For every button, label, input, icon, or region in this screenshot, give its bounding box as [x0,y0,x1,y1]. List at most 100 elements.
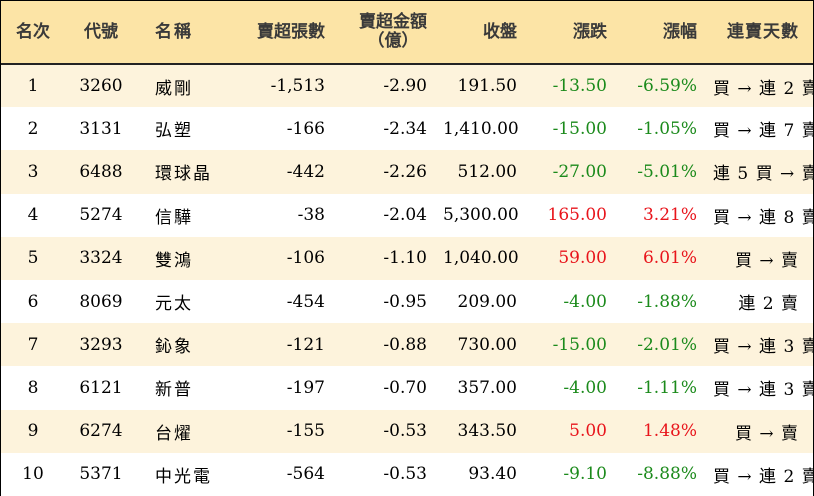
net-sell-amount-cell: -0.88 [383,334,427,355]
net-sell-lots-cell: -38 [297,205,325,226]
change-pct-cell: 3.21% [642,205,697,226]
close-cell: 343.50 [457,421,517,442]
net-sell-amount-cell: -2.04 [383,205,427,226]
header-change: 漲跌 [525,1,615,65]
name-cell: 弘塑 [155,121,193,142]
table-row: 4 5274 信驊 -38 -2.04 5,300.00 165.00 3.21% 買 → 連 … [1,193,813,237]
code-cell: 3293 [79,334,123,355]
rank-cell: 3 [27,161,39,182]
streak-cell: 買 → 連 3 賣 [713,337,813,358]
streak-cell: 連 2 賣 [738,294,799,315]
net-sell-amount-cell: -0.53 [383,464,427,485]
header-streak: 連賣天數 [705,1,813,65]
name-cell: 台燿 [155,423,193,444]
change-pct-cell: -6.59% [637,76,697,97]
net-sell-amount-cell: -2.34 [383,118,427,139]
rank-cell: 1 [27,76,39,97]
table-header: 名次 代號 名稱 賣超張數 賣超金額 （億） 收盤 漲跌 漲幅 連賣天數 [1,1,813,65]
change-pct-cell: -1.88% [637,291,697,312]
table-row: 3 6488 環球晶 -442 -2.26 512.00 -27.00 -5.01% 連 5 買… [1,150,813,194]
table-row: 7 3293 鈊象 -121 -0.88 730.00 -15.00 -2.01% 買 → 連 … [1,323,813,367]
code-cell: 6274 [79,421,123,442]
name-cell: 新普 [155,380,193,401]
close-cell: 730.00 [457,334,517,355]
streak-cell: 買 → 連 8 賣 [713,207,813,228]
close-cell: 209.00 [457,291,517,312]
change-pct-cell: -5.01% [637,161,697,182]
header-net-sell-amount-line2: （億） [367,31,419,51]
change-cell: -27.00 [552,161,607,182]
close-cell: 191.50 [457,76,517,97]
rank-cell: 7 [27,334,39,355]
header-row: 名次 代號 名稱 賣超張數 賣超金額 （億） 收盤 漲跌 漲幅 連賣天數 [1,1,813,65]
close-cell: 1,410.00 [443,118,519,139]
net-sell-amount-cell: -0.53 [383,421,427,442]
header-net-sell-amount: 賣超金額 （億） [333,1,435,65]
code-cell: 3131 [79,118,123,139]
net-sell-lots-cell: -454 [286,291,325,312]
streak-cell: 連 5 買 → 賣 [713,164,813,185]
code-cell: 3324 [79,248,123,269]
rank-cell: 9 [27,421,39,442]
code-cell: 3260 [79,76,123,97]
name-cell: 元太 [155,294,193,315]
streak-cell: 買 → 連 2 賣 [713,466,813,487]
close-cell: 1,040.00 [443,248,519,269]
table-row: 9 6274 台燿 -155 -0.53 343.50 5.00 1.48% 買 → 賣 [1,409,813,453]
net-sell-lots-cell: -197 [286,377,325,398]
table-row: 1 3260 威剛 -1,513 -2.90 191.50 -13.50 -6.59% 買 → … [1,64,813,108]
code-cell: 6488 [79,161,123,182]
header-net-sell-amount-line1: 賣超金額 [359,12,427,32]
net-sell-lots-cell: -564 [286,464,325,485]
change-pct-cell: -1.11% [637,377,697,398]
streak-cell: 買 → 賣 [734,423,799,444]
change-cell: -4.00 [563,377,607,398]
change-pct-cell: -1.05% [637,118,697,139]
streak-cell: 買 → 賣 [734,250,799,271]
net-sell-lots-cell: -442 [286,161,325,182]
net-sell-lots-cell: -166 [286,118,325,139]
net-sell-amount-cell: -0.70 [383,377,427,398]
change-cell: -15.00 [552,118,607,139]
close-cell: 512.00 [457,161,517,182]
header-name: 名稱 [137,1,233,65]
code-cell: 6121 [79,377,123,398]
streak-cell: 買 → 連 7 賣 [713,121,813,142]
change-cell: -15.00 [552,334,607,355]
name-cell: 信驊 [155,207,193,228]
change-cell: -9.10 [563,464,607,485]
name-cell: 鈊象 [155,337,193,358]
streak-cell: 買 → 連 2 賣 [713,78,813,99]
name-cell: 雙鴻 [155,250,193,271]
table-row: 2 3131 弘塑 -166 -2.34 1,410.00 -15.00 -1.05% 買 → … [1,107,813,151]
net-sell-amount-cell: -1.10 [383,248,427,269]
rank-cell: 10 [22,464,44,485]
close-cell: 93.40 [468,464,517,485]
close-cell: 5,300.00 [443,205,519,226]
header-rank: 名次 [1,1,65,65]
rank-cell: 8 [27,377,39,398]
rank-cell: 4 [27,205,39,226]
change-cell: 165.00 [547,205,607,226]
net-sell-amount-cell: -0.95 [383,291,427,312]
streak-cell: 買 → 連 3 賣 [713,380,813,401]
net-sell-lots-cell: -155 [286,421,325,442]
change-pct-cell: 6.01% [642,248,697,269]
net-sell-lots-cell: -121 [286,334,325,355]
table-row: 5 3324 雙鴻 -106 -1.10 1,040.00 59.00 6.01% 買 → 賣 [1,236,813,280]
net-sell-lots-cell: -1,513 [270,76,325,97]
rank-cell: 5 [27,248,39,269]
table-row: 10 5371 中光電 -564 -0.53 93.40 -9.10 -8.88% 買 → 連 … [1,452,813,496]
name-cell: 中光電 [155,466,212,487]
net-sell-amount-cell: -2.26 [383,161,427,182]
name-cell: 環球晶 [155,164,212,185]
change-pct-cell: -2.01% [637,334,697,355]
name-cell: 威剛 [155,78,193,99]
change-pct-cell: 1.48% [642,421,697,442]
change-cell: 5.00 [569,421,607,442]
close-cell: 357.00 [457,377,517,398]
change-cell: -13.50 [552,76,607,97]
rank-cell: 2 [27,118,39,139]
